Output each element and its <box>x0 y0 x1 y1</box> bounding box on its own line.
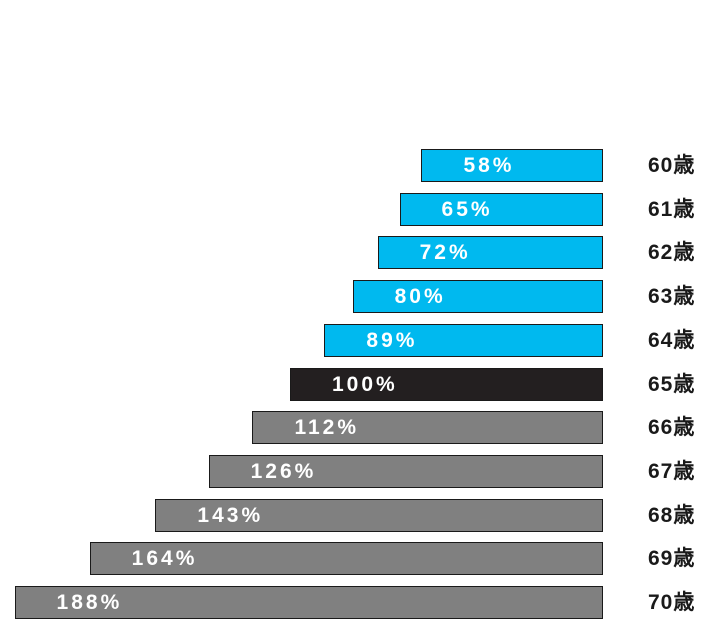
bar-66 <box>252 411 603 445</box>
bar-61 <box>399 192 603 226</box>
age-category-label: 64歳 <box>648 328 696 352</box>
bar-60 <box>421 149 603 182</box>
bar-70 <box>14 586 603 619</box>
age-category-label: 62歳 <box>648 241 696 265</box>
bar-value-label: 89% <box>366 328 418 352</box>
bar-value-label: 65% <box>441 197 493 221</box>
age-category-label: 69歳 <box>648 547 696 571</box>
bar-63 <box>352 280 603 314</box>
age-category-label: 63歳 <box>648 285 696 309</box>
bar-69 <box>89 542 603 576</box>
bar-value-label: 143% <box>197 503 264 527</box>
age-category-label: 68歳 <box>648 503 696 527</box>
bar-62 <box>377 236 603 270</box>
age-category-label: 66歳 <box>648 416 696 440</box>
age-category-label: 60歳 <box>648 154 696 177</box>
age-category-label: 61歳 <box>648 197 696 221</box>
bar-64 <box>324 323 603 357</box>
bar-value-label: 100% <box>332 372 398 396</box>
bar-value-label: 72% <box>419 241 471 265</box>
bar-value-label: 80% <box>394 285 446 309</box>
bar-67 <box>208 454 603 488</box>
age-category-label: 65歳 <box>648 372 696 396</box>
bar-value-label: 112% <box>294 416 359 440</box>
bar-value-label: 126% <box>250 459 317 483</box>
age-category-label: 70歳 <box>648 591 696 614</box>
bar-value-label: 58% <box>463 154 515 177</box>
bar-68 <box>155 498 603 532</box>
bar-value-label: 188% <box>56 591 123 614</box>
bar-value-label: 164% <box>131 547 198 571</box>
age-category-label: 67歳 <box>648 459 696 483</box>
bar-65 <box>290 367 603 401</box>
